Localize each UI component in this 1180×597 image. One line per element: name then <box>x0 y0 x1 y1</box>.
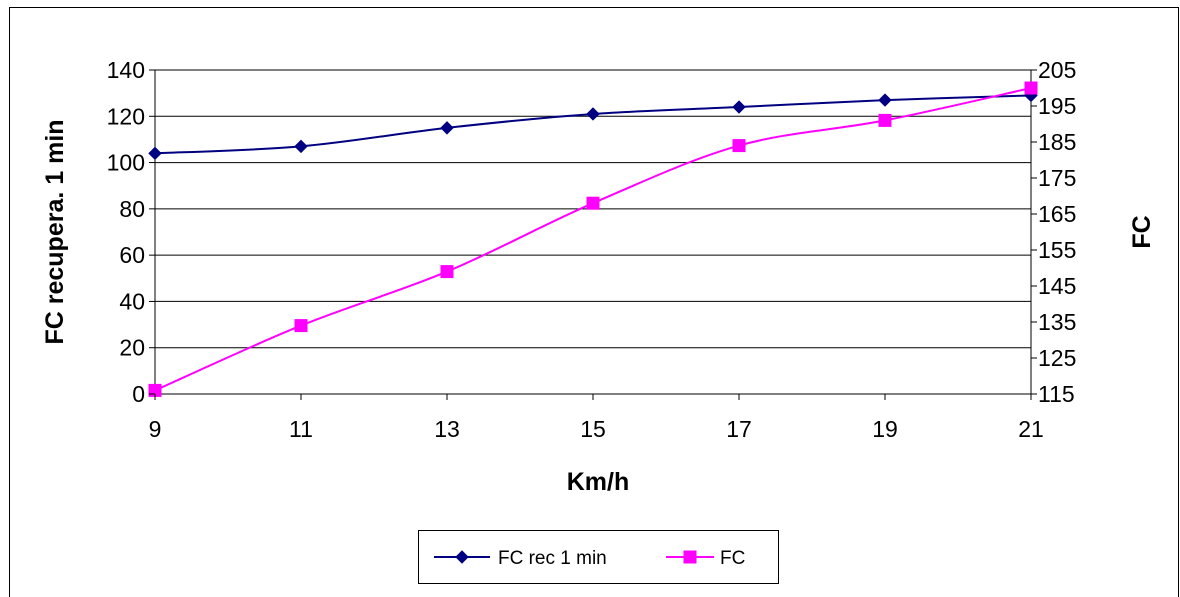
x-tick-label: 19 <box>872 416 898 442</box>
data-point-fc <box>440 265 454 279</box>
left-tick-label: 120 <box>107 103 145 129</box>
series-fc <box>148 81 1038 397</box>
data-point-fc-rec-1-min <box>440 121 454 135</box>
x-tick-label: 13 <box>434 416 460 442</box>
left-axis-ticks: 0 20 40 60 80 100 120 140 <box>107 57 155 407</box>
chart-area-border <box>9 7 1179 597</box>
x-axis-title: Km/h <box>567 468 630 496</box>
left-axis-title: FC recupera. 1 min <box>41 119 69 344</box>
right-tick-label: 155 <box>1038 237 1076 263</box>
data-point-fc-rec-1-min <box>878 93 892 107</box>
data-point-fc <box>294 319 308 333</box>
series-layer <box>148 81 1038 397</box>
right-tick-label: 115 <box>1038 381 1075 407</box>
left-tick-label: 40 <box>119 288 145 314</box>
legend-swatch-marker <box>455 550 469 564</box>
legend-label: FC rec 1 min <box>498 548 607 569</box>
data-point-fc <box>1024 81 1038 95</box>
data-point-fc-rec-1-min <box>586 107 600 121</box>
left-tick-label: 60 <box>119 242 145 268</box>
data-point-fc-rec-1-min <box>148 146 162 161</box>
x-tick-label: 17 <box>726 416 752 442</box>
right-axis-ticks: 115 125 135 145 155 165 175 185 195 205 <box>1031 57 1076 407</box>
data-point-fc-rec-1-min <box>294 139 308 154</box>
left-tick-label: 100 <box>107 150 145 176</box>
x-tick-label: 11 <box>289 416 313 442</box>
right-tick-label: 205 <box>1038 57 1076 83</box>
right-tick-label: 195 <box>1038 93 1076 119</box>
x-tick-label: 15 <box>580 416 606 442</box>
legend: FC rec 1 min FC <box>418 530 779 584</box>
left-tick-label: 0 <box>132 381 145 407</box>
x-axis-ticks: 9 11 13 15 17 19 21 <box>149 394 1044 442</box>
data-point-fc <box>878 113 892 127</box>
data-point-fc-rec-1-min <box>732 100 746 114</box>
legend-item-fc: FC <box>666 548 745 569</box>
legend-item-fc-rec-1-min: FC rec 1 min <box>434 548 607 569</box>
data-point-fc <box>586 196 600 210</box>
right-tick-label: 135 <box>1038 309 1076 335</box>
legend-items: FC rec 1 min FC <box>434 548 745 569</box>
left-tick-label: 80 <box>119 196 145 222</box>
right-tick-label: 125 <box>1038 345 1076 371</box>
right-tick-label: 165 <box>1038 201 1076 227</box>
right-tick-label: 145 <box>1038 273 1076 299</box>
data-point-fc <box>732 139 746 153</box>
plot-area <box>148 69 1038 397</box>
right-tick-label: 175 <box>1038 165 1076 191</box>
x-tick-label: 9 <box>149 416 162 442</box>
left-tick-label: 20 <box>119 335 145 361</box>
right-axis-title: FC <box>1128 215 1156 248</box>
x-tick-label: 21 <box>1018 416 1044 442</box>
left-tick-label: 140 <box>107 57 145 83</box>
legend-label: FC <box>720 548 745 569</box>
right-tick-label: 185 <box>1038 129 1076 155</box>
legend-swatch-marker <box>683 550 697 564</box>
